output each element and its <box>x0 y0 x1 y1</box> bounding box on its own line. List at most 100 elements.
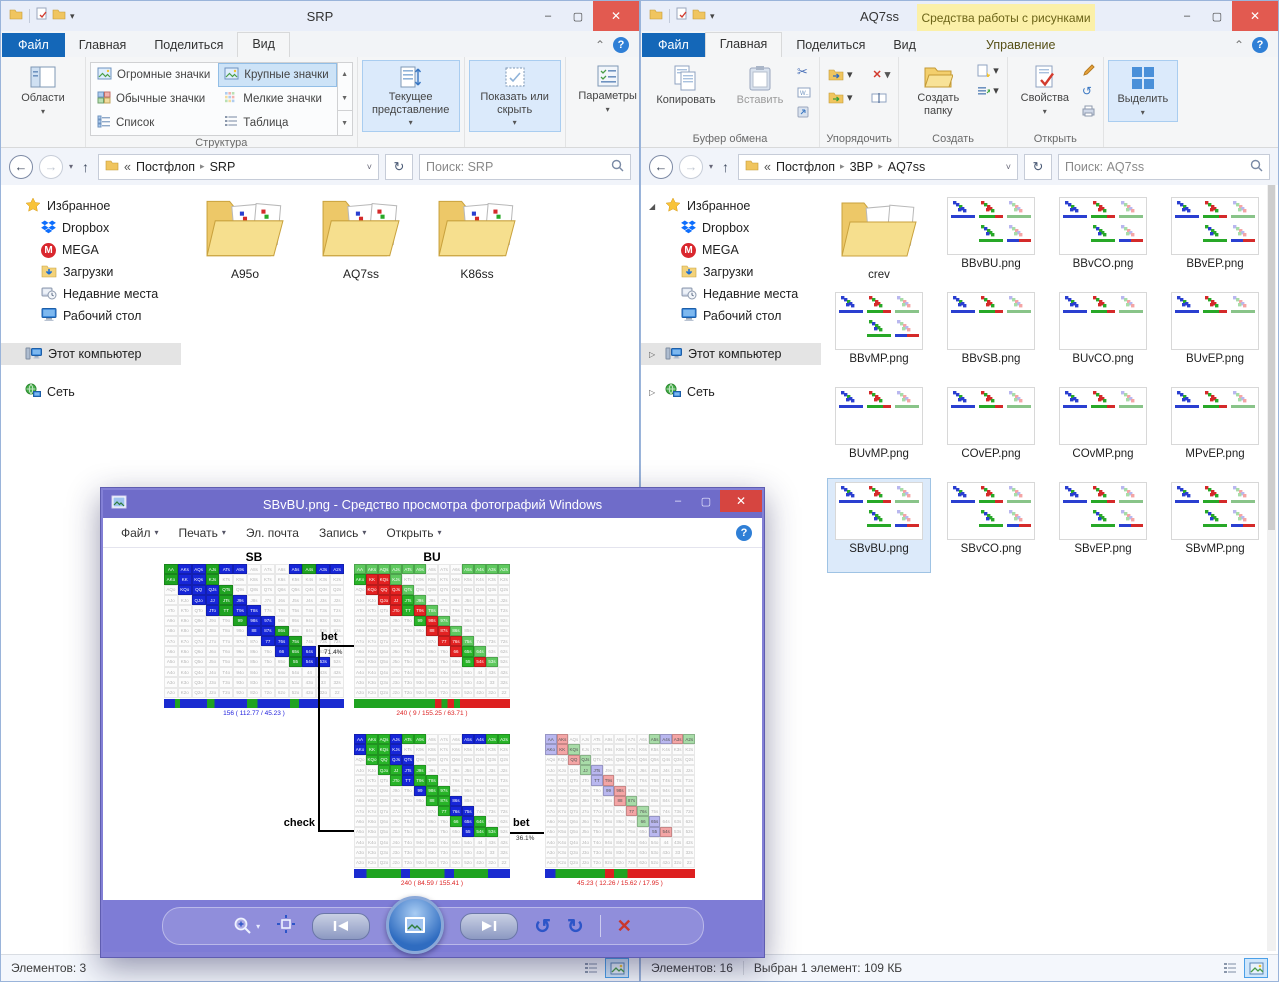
layout-scroll-up[interactable]: ▲ <box>341 71 349 79</box>
qat-customize-icon[interactable]: ▾ <box>710 10 715 21</box>
minimize-button[interactable]: – <box>674 495 682 507</box>
layout-option[interactable]: Крупные значки <box>218 63 337 87</box>
show-hide-button[interactable]: Показать или скрыть ▾ <box>468 60 561 133</box>
maximize-button[interactable]: ▢ <box>1211 10 1223 23</box>
layout-more[interactable]: ▼ <box>337 110 352 135</box>
up-button[interactable]: ↑ <box>82 158 90 175</box>
sidebar-item-this-pc[interactable]: Этот компьютер <box>1 343 181 365</box>
layout-scroll-down[interactable]: ▼ <box>341 95 349 102</box>
zoom-icon[interactable]: ▾ <box>233 916 260 936</box>
rename-icon[interactable] <box>867 89 891 106</box>
tab-manage[interactable]: Управление <box>985 38 1056 52</box>
sidebar-item-mega[interactable]: M MEGA <box>641 239 821 261</box>
maximize-button[interactable]: ▢ <box>572 10 584 23</box>
tab-file[interactable]: Файл <box>642 33 705 57</box>
file-item-image[interactable]: BBvEP.png <box>1163 193 1267 288</box>
help-icon[interactable]: ? <box>736 524 752 541</box>
refresh-button[interactable]: ↻ <box>1024 153 1052 180</box>
search-input[interactable]: Поиск: AQ7ss <box>1058 153 1270 180</box>
properties-icon[interactable] <box>36 7 48 25</box>
title-bar[interactable]: SBvBU.png - Средство просмотра фотографи… <box>103 490 762 518</box>
menu-item-burn[interactable]: Запись ▾ <box>318 525 367 540</box>
tab-share[interactable]: Поделиться <box>796 38 866 52</box>
breadcrumb-separator-icon[interactable]: ▸ <box>200 161 205 171</box>
crumb-overflow[interactable]: « <box>764 159 771 174</box>
thumbnail-view-toggle[interactable] <box>1244 958 1268 978</box>
collapse-ribbon-icon[interactable]: ⌃ <box>1233 38 1244 52</box>
up-button[interactable]: ↑ <box>722 158 730 175</box>
folder-icon[interactable] <box>649 7 663 25</box>
sidebar-item-network[interactable]: ▷ Сеть <box>641 381 821 403</box>
search-input[interactable]: Поиск: SRP <box>419 153 631 180</box>
sidebar-item-недавние-места[interactable]: Недавние места <box>1 283 181 305</box>
print-icon[interactable] <box>1078 103 1099 119</box>
file-item-image[interactable]: MPvEP.png <box>1163 383 1267 478</box>
layout-option[interactable]: Обычные значки <box>91 87 218 111</box>
file-item-image[interactable]: BBvSB.png <box>939 288 1043 383</box>
tab-home[interactable]: Главная <box>704 32 783 57</box>
sidebar-item-mega[interactable]: M MEGA <box>1 239 181 261</box>
file-item-image[interactable]: SBvCO.png <box>939 478 1043 573</box>
breadcrumb[interactable]: « Постфлоп ▸ 3BP ▸ AQ7ss ˅ <box>738 153 1018 180</box>
file-item-image[interactable]: BBvBU.png <box>939 193 1043 288</box>
new-item-icon[interactable]: ▾ <box>973 62 1003 79</box>
breadcrumb[interactable]: « Постфлоп ▸ SRP ˅ <box>98 153 379 180</box>
file-item-image[interactable]: BUvMP.png <box>827 383 931 478</box>
sidebar-item-favorites[interactable]: ◢ Избранное <box>641 195 821 217</box>
address-dropdown-icon[interactable]: ˅ <box>366 161 372 172</box>
forward-button[interactable]: → <box>39 154 63 179</box>
copy-button[interactable]: Копировать <box>645 60 727 111</box>
refresh-button[interactable]: ↻ <box>385 153 413 180</box>
delete-icon[interactable]: ✕ ▾ <box>872 69 891 81</box>
title-bar[interactable]: ▾ AQ7ss Средства работы с рисунками – ▢ … <box>641 1 1278 31</box>
menu-item-open[interactable]: Открыть ▾ <box>386 525 442 540</box>
title-bar[interactable]: ▾ SRP – ▢ ✕ <box>1 1 639 31</box>
details-view-toggle[interactable] <box>579 958 603 978</box>
breadcrumb-separator-icon[interactable]: ▸ <box>840 161 845 171</box>
file-item-image[interactable]: SBvBU.png <box>827 478 931 573</box>
move-to-icon[interactable]: ▾ <box>824 66 857 83</box>
tab-share[interactable]: Поделиться <box>154 38 224 52</box>
tab-view[interactable]: Вид <box>893 38 916 52</box>
file-item-folder[interactable]: A95o <box>195 195 295 281</box>
address-dropdown-icon[interactable]: ˅ <box>1005 161 1011 172</box>
file-item-image[interactable]: COvEP.png <box>939 383 1043 478</box>
layout-option[interactable]: Список <box>91 111 218 135</box>
new-folder-icon[interactable] <box>52 7 66 25</box>
maximize-button[interactable]: ▢ <box>700 495 712 508</box>
sidebar-item-загрузки[interactable]: Загрузки <box>1 261 181 283</box>
help-icon[interactable]: ? <box>1252 37 1268 53</box>
menu-item-file[interactable]: Файл ▾ <box>121 525 159 540</box>
sidebar-item-рабочий-стол[interactable]: Рабочий стол <box>1 305 181 327</box>
properties-icon[interactable] <box>676 7 688 25</box>
copy-to-icon[interactable]: ▾ <box>824 89 857 106</box>
easy-access-icon[interactable]: ▾ <box>973 82 1003 99</box>
expander-open-icon[interactable]: ◢ <box>649 201 656 211</box>
rotate-clockwise-icon[interactable]: ↻ <box>566 915 584 938</box>
collapse-ribbon-icon[interactable]: ⌃ <box>594 38 605 52</box>
layout-option[interactable]: Мелкие значки <box>218 87 336 111</box>
history-dropdown-icon[interactable]: ▾ <box>69 162 74 171</box>
forward-button[interactable]: → <box>679 154 703 179</box>
layout-option[interactable]: Таблица <box>218 111 336 135</box>
thumbnail-view-toggle[interactable] <box>605 958 629 978</box>
file-item-folder[interactable]: K86ss <box>427 195 527 281</box>
layout-option[interactable]: Огромные значки <box>91 63 218 87</box>
properties-button[interactable]: Свойства ▾ <box>1012 60 1078 120</box>
tab-file[interactable]: Файл <box>2 33 65 57</box>
file-item-folder[interactable]: AQ7ss <box>311 195 411 281</box>
edit-icon[interactable] <box>1078 62 1099 79</box>
breadcrumb-separator-icon[interactable]: ▸ <box>878 161 883 171</box>
sidebar-item-favorites[interactable]: Избранное <box>1 195 181 217</box>
sidebar-item-this-pc[interactable]: ▷ Этот компьютер <box>641 343 821 365</box>
history-dropdown-icon[interactable]: ▾ <box>709 162 714 171</box>
paste-shortcut-icon[interactable] <box>793 103 815 120</box>
rotate-counterclockwise-icon[interactable]: ↺ <box>534 915 551 938</box>
file-item-image[interactable]: BBvCO.png <box>1051 193 1155 288</box>
close-button[interactable]: ✕ <box>593 1 639 31</box>
new-folder-icon[interactable] <box>692 7 706 25</box>
minimize-button[interactable]: – <box>1183 10 1191 22</box>
expander-closed-icon[interactable]: ▷ <box>649 387 656 397</box>
breadcrumb-segment[interactable]: SRP <box>209 159 236 174</box>
menu-item-email[interactable]: Эл. почта <box>245 525 299 540</box>
